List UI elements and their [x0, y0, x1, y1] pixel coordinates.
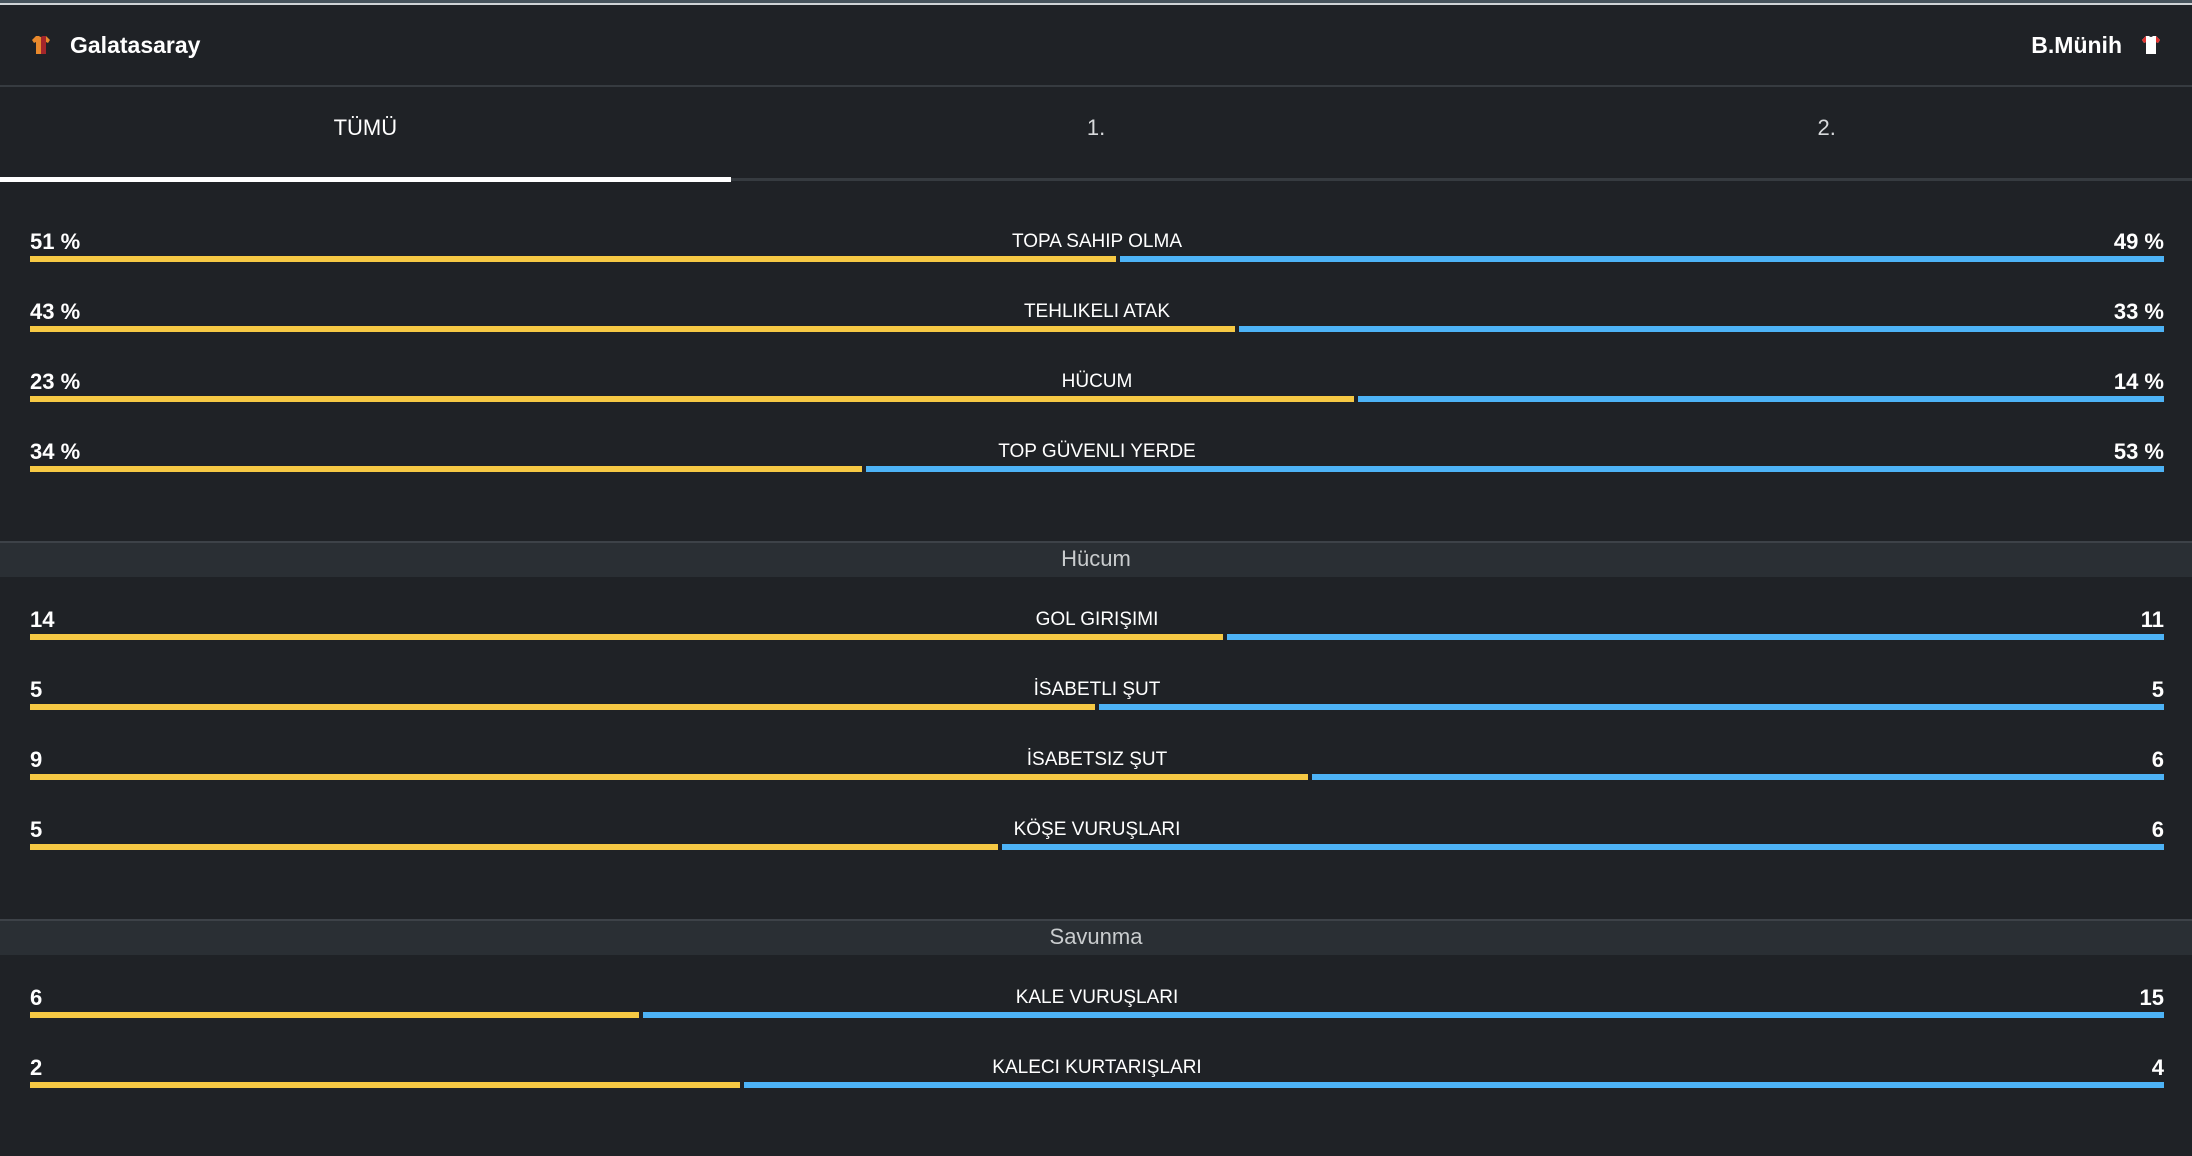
away-stat-value: 6 [2151, 747, 2164, 772]
home-team-name: Galatasaray [70, 31, 201, 58]
header-divider [0, 85, 2192, 87]
away-stat-value: 15 [2139, 985, 2164, 1010]
home-stat-bar [30, 1082, 740, 1088]
away-stat-value: 4 [2151, 1055, 2164, 1080]
stat-label: GOL GIRIŞIMI [1035, 609, 1159, 630]
tab-first-half[interactable]: 1. [1086, 114, 1106, 140]
stat-row: 34 % TOP GÜVENLI YERDE 53 % [30, 439, 2164, 479]
away-stat-bar [1120, 256, 2164, 262]
home-stat-value: 6 [30, 985, 43, 1010]
home-stat-value: 14 [30, 607, 55, 632]
away-stat-value: 14 % [2113, 369, 2164, 394]
home-stat-bar [30, 844, 998, 850]
away-stat-bar [643, 1012, 2164, 1018]
home-stat-bar [30, 1012, 639, 1018]
section-header: Savunma [0, 919, 2192, 955]
stat-row: 5 KÖŞE VURUŞLARI 6 [30, 817, 2164, 857]
away-stat-bar [1312, 774, 2164, 780]
tab-all[interactable]: TÜMÜ [333, 114, 398, 140]
away-team-name: B.Münih [2031, 31, 2122, 58]
home-stat-bar [30, 256, 1116, 262]
stat-label: KÖŞE VURUŞLARI [1013, 819, 1181, 840]
away-stat-value: 6 [2151, 817, 2164, 842]
stat-label: İSABETLI ŞUT [1033, 679, 1161, 700]
away-stat-bar [1227, 634, 2164, 640]
away-shirt-icon [2142, 36, 2160, 54]
home-stat-value: 5 [30, 677, 43, 702]
away-stat-value: 49 % [2113, 229, 2164, 254]
away-stat-value: 11 [2140, 607, 2164, 632]
home-stat-bar [30, 634, 1223, 640]
home-stat-value: 34 % [30, 439, 81, 464]
away-stat-bar [866, 466, 2164, 472]
stat-label: KALE VURUŞLARI [1015, 987, 1179, 1008]
teams-header: Galatasaray B.Münih [0, 5, 2192, 85]
section-header: Hücum [0, 541, 2192, 577]
section-title: Savunma [1049, 924, 1143, 949]
stat-label: İSABETSIZ ŞUT [1026, 749, 1168, 770]
tab-active-indicator [0, 177, 731, 182]
home-stat-bar [30, 326, 1235, 332]
home-team: Galatasaray [30, 5, 200, 85]
away-stat-bar [744, 1082, 2164, 1088]
home-stat-bar [30, 704, 1095, 710]
away-stat-bar [1358, 396, 2164, 402]
stat-label: TOP GÜVENLI YERDE [998, 441, 1196, 462]
away-stat-value: 5 [2151, 677, 2164, 702]
home-stat-value: 43 % [30, 299, 81, 324]
home-shirt-icon [32, 36, 50, 54]
stat-row: 51 % TOPA SAHIP OLMA 49 % [30, 229, 2164, 269]
stat-row: 9 İSABETSIZ ŞUT 6 [30, 747, 2164, 787]
stat-row: 23 % HÜCUM 14 % [30, 369, 2164, 409]
stat-row: 2 KALECI KURTARIŞLARI 4 [30, 1055, 2164, 1095]
home-stat-value: 2 [30, 1055, 43, 1080]
away-stat-bar [1099, 704, 2164, 710]
stat-label: TEHLIKELI ATAK [1023, 301, 1171, 322]
tab-underline-track [0, 178, 2192, 181]
stat-row: 5 İSABETLI ŞUT 5 [30, 677, 2164, 717]
stat-label: KALECI KURTARIŞLARI [992, 1057, 1202, 1078]
away-team: B.Münih [2031, 5, 2162, 85]
home-stat-bar [30, 396, 1354, 402]
away-stat-bar [1002, 844, 2164, 850]
away-stat-bar [1239, 326, 2164, 332]
stat-row: 14 GOL GIRIŞIMI 11 [30, 607, 2164, 647]
top-border [0, 0, 2192, 3]
section-title: Hücum [1061, 546, 1131, 571]
away-stat-value: 33 % [2113, 299, 2164, 324]
period-tabs: TÜMÜ 1. 2. [0, 87, 2192, 180]
stat-row: 43 % TEHLIKELI ATAK 33 % [30, 299, 2164, 339]
home-stat-value: 9 [30, 747, 43, 772]
stat-row: 6 KALE VURUŞLARI 15 [30, 985, 2164, 1025]
home-stat-value: 51 % [30, 229, 81, 254]
home-stat-bar [30, 466, 862, 472]
stat-label: HÜCUM [1061, 371, 1133, 392]
top-border-highlight [0, 3, 2192, 5]
away-stat-value: 53 % [2113, 439, 2164, 464]
stat-label: TOPA SAHIP OLMA [1011, 231, 1182, 252]
home-stat-value: 5 [30, 817, 43, 842]
home-stat-bar [30, 774, 1308, 780]
home-stat-value: 23 % [30, 369, 81, 394]
tab-second-half[interactable]: 2. [1817, 114, 1836, 140]
